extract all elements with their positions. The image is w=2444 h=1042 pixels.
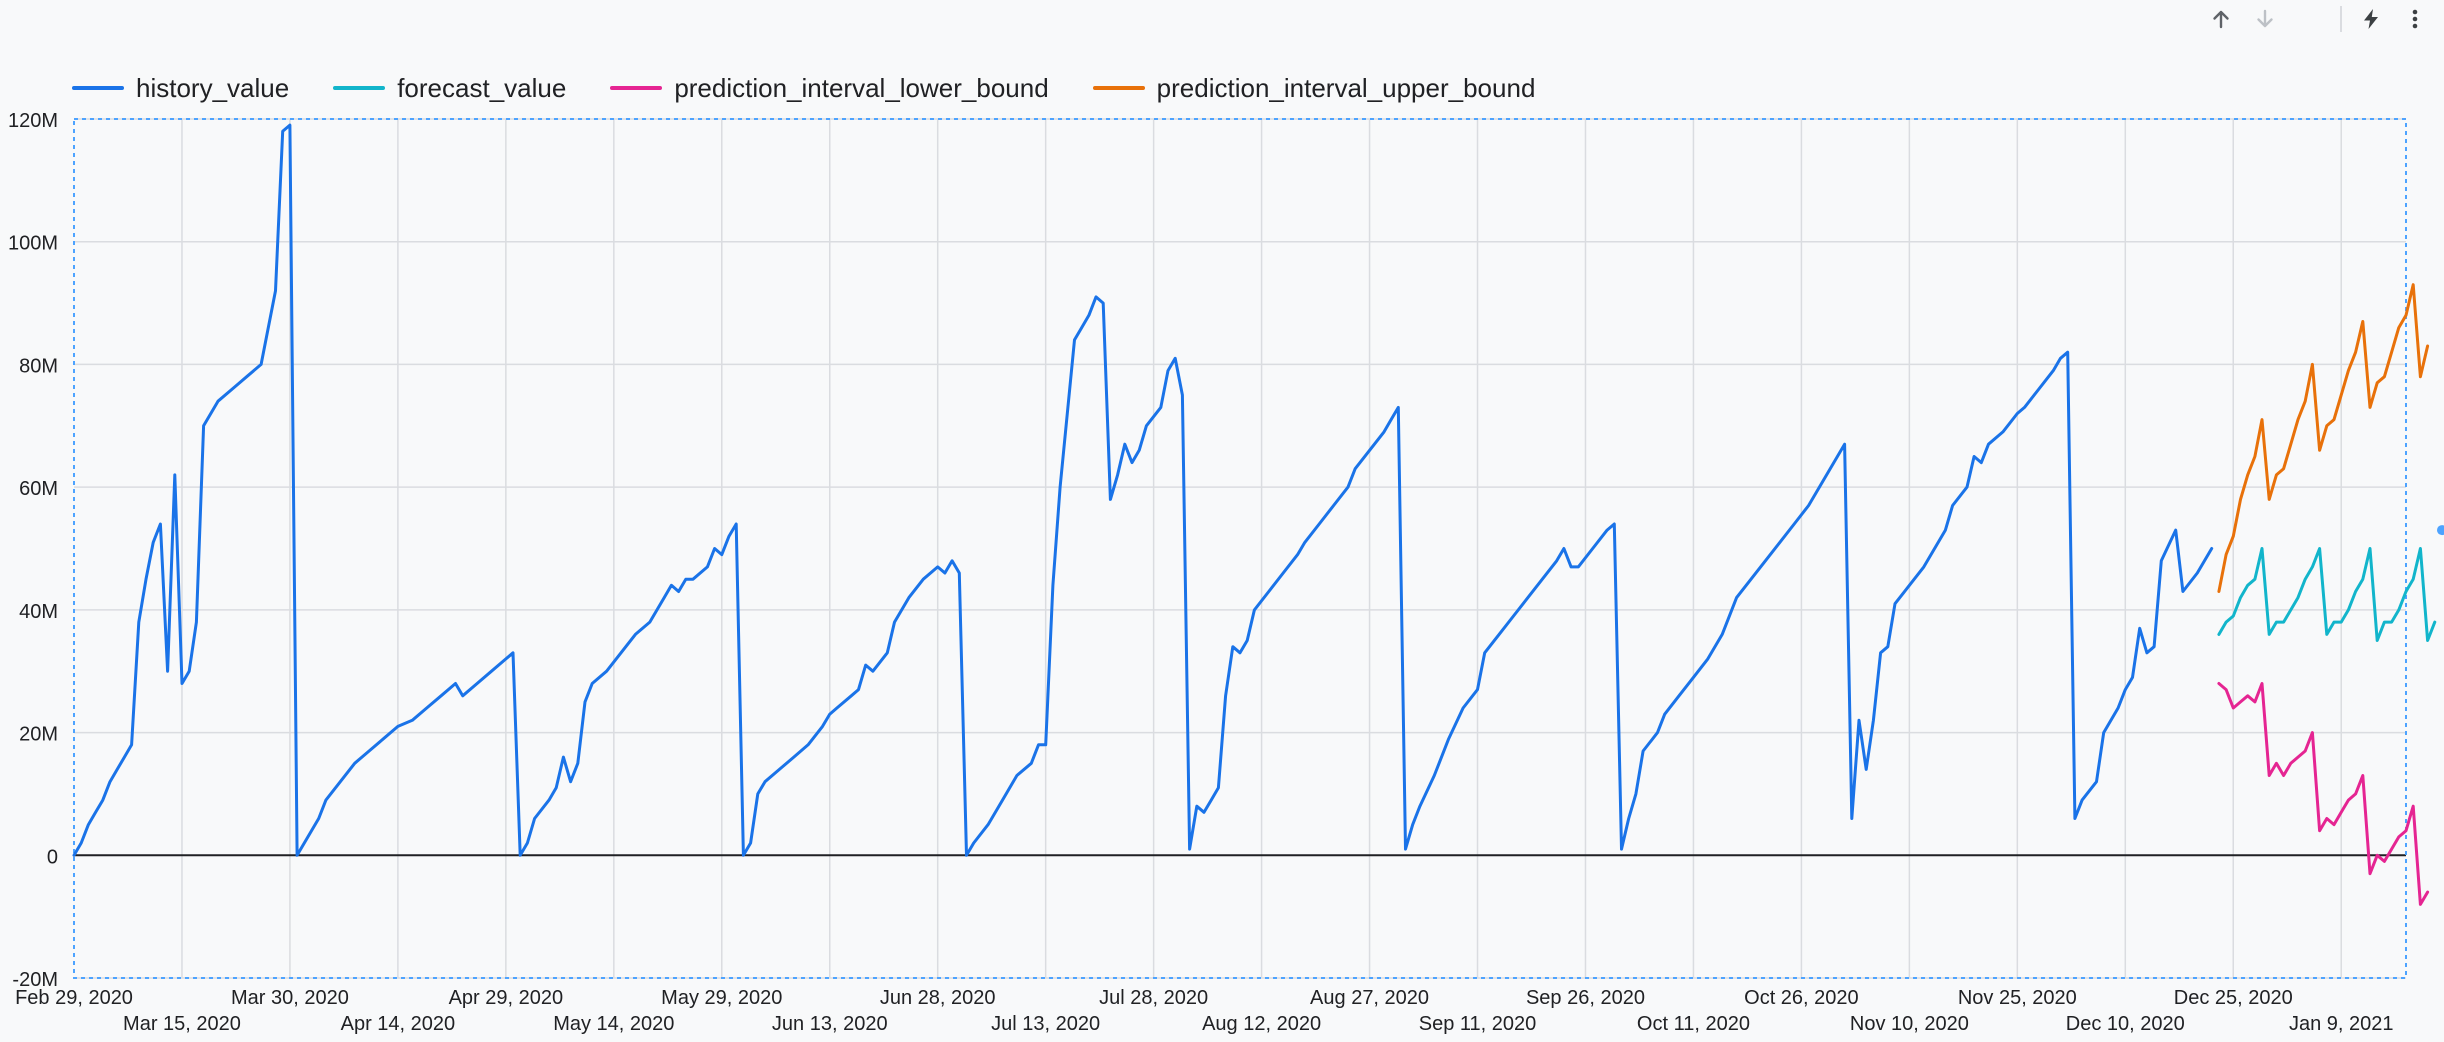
legend-label: prediction_interval_upper_bound — [1156, 72, 1536, 103]
x-tick-label: Dec 10, 2020 — [2066, 1013, 2185, 1035]
x-tick-label: Mar 15, 2020 — [123, 1013, 241, 1035]
x-tick-label: Aug 27, 2020 — [1310, 987, 1429, 1009]
x-tick-label: Jul 28, 2020 — [1099, 987, 1208, 1009]
resize-handle — [2437, 525, 2444, 536]
y-tick-label: -20M — [12, 969, 58, 991]
legend-label: prediction_interval_lower_bound — [674, 72, 1049, 103]
x-tick-label: Apr 14, 2020 — [341, 1013, 456, 1035]
chart-legend: history_value forecast_value prediction_… — [72, 70, 1579, 106]
lightning-bolt-icon[interactable] — [2354, 2, 2388, 36]
legend-item-upper-bound[interactable]: prediction_interval_upper_bound — [1092, 72, 1536, 104]
x-tick-label: Jan 9, 2021 — [2289, 1013, 2394, 1035]
y-tick-label: 0 — [47, 846, 58, 868]
series-line-prediction-interval-upper-bound — [2217, 283, 2430, 593]
toolbar-divider — [2340, 6, 2342, 32]
legend-swatch — [72, 86, 124, 90]
x-tick-label: Jun 13, 2020 — [772, 1013, 888, 1035]
y-tick-label: 40M — [19, 601, 58, 623]
x-tick-label: Aug 12, 2020 — [1202, 1013, 1321, 1035]
legend-label: forecast_value — [397, 72, 567, 103]
chart-toolbar — [2204, 0, 2444, 36]
legend-swatch — [610, 86, 663, 90]
x-tick-label: Nov 10, 2020 — [1850, 1013, 1969, 1035]
legend-swatch — [333, 86, 386, 90]
x-tick-label: Dec 25, 2020 — [2174, 987, 2293, 1009]
x-tick-label: Mar 30, 2020 — [231, 987, 349, 1009]
series-line-forecast-value — [2217, 547, 2437, 642]
x-tick-label: May 14, 2020 — [553, 1013, 674, 1035]
arrow-up-icon[interactable] — [2204, 2, 2238, 36]
y-tick-label: 80M — [19, 355, 58, 377]
x-tick-label: Apr 29, 2020 — [449, 987, 564, 1009]
legend-item-lower-bound[interactable]: prediction_interval_lower_bound — [610, 72, 1049, 104]
x-tick-label: Nov 25, 2020 — [1958, 987, 2077, 1009]
x-tick-label: Sep 26, 2020 — [1526, 987, 1645, 1009]
y-tick-label: 100M — [8, 233, 58, 255]
arrow-down-icon[interactable] — [2248, 2, 2282, 36]
series-line-prediction-interval-lower-bound — [2217, 682, 2430, 906]
x-tick-label: Jun 28, 2020 — [880, 987, 996, 1009]
more-vertical-icon[interactable] — [2398, 2, 2432, 36]
legend-item-forecast-value[interactable]: forecast_value — [333, 73, 566, 104]
x-tick-label: Oct 26, 2020 — [1744, 987, 1859, 1009]
legend-label: history_value — [136, 72, 290, 103]
x-tick-label: May 29, 2020 — [661, 987, 782, 1009]
legend-item-history-value[interactable]: history_value — [72, 73, 289, 104]
legend-swatch — [1092, 86, 1145, 90]
x-tick-label: Oct 11, 2020 — [1637, 1013, 1750, 1035]
series-line-history-value — [72, 123, 2214, 857]
x-tick-label: Jul 13, 2020 — [991, 1013, 1100, 1035]
x-tick-label: Sep 11, 2020 — [1419, 1013, 1537, 1035]
y-tick-label: 120M — [8, 110, 58, 132]
plot-area-border — [73, 118, 2407, 979]
y-tick-label: 60M — [19, 478, 58, 500]
y-tick-label: 20M — [19, 724, 58, 746]
x-tick-label: Feb 29, 2020 — [15, 987, 133, 1009]
